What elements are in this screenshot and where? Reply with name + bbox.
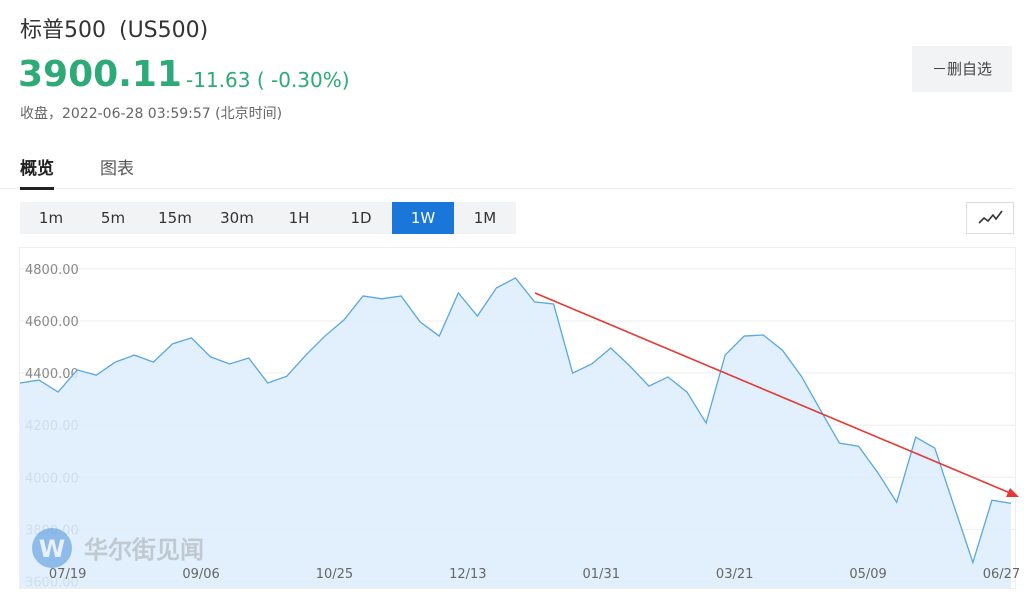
tabs: 概览 图表 [0,150,1014,190]
change-pct: ( -0.30%) [256,68,350,92]
interval-button[interactable]: 1m [20,202,82,234]
chart-frame [19,247,1016,589]
price-line [19,277,1012,565]
interval-bar: 1m 5m 15m 30m 1H 1D 1W 1M [20,202,516,234]
area-fill [20,277,1011,588]
x-tick-label: 12/13 [449,567,486,582]
status: 收盘，2022-06-28 03:59:57 (北京时间) [20,106,283,122]
interval-button[interactable]: 30m [206,202,268,234]
trend-arrow [534,292,1011,494]
title: 标普500 (US500) [20,12,208,44]
interval-button[interactable]: 1W [392,202,454,234]
watermark-logo [32,528,72,568]
y-tick-label: 4400.00 [25,367,79,382]
change: -11.63 ( -0.30%) [186,68,350,92]
x-tick-label: 10/25 [316,567,353,582]
interval-button[interactable]: 5m [82,202,144,234]
x-tick-label: 07/19 [49,567,86,582]
watchlist-button[interactable]: －删自选 [912,46,1012,92]
symbol-code: (US500) [119,18,209,43]
x-tick-label: 06/27 [983,567,1020,582]
chart-style-button[interactable] [966,202,1014,234]
symbol-name: 标普500 [20,18,106,43]
tab[interactable]: 概览 [20,154,54,190]
interval-button[interactable]: 15m [144,202,206,234]
x-tick-label: 01/31 [583,567,620,582]
interval-button[interactable]: 1H [268,202,330,234]
x-tick-label: 09/06 [182,567,219,582]
interval-button[interactable]: 1M [454,202,516,234]
y-tick-label: 4600.00 [25,315,79,330]
watermark-logo-letter: W [39,535,65,563]
x-tick-label: 05/09 [849,567,886,582]
change-value: -11.63 [186,68,251,92]
trend-arrowhead [1006,488,1019,497]
y-tick-label: 4800.00 [25,263,79,278]
watermark: 华尔街见闻 [84,536,204,564]
chart-style-icon [978,210,1003,224]
price: 3900.11 [18,54,182,95]
tab[interactable]: 图表 [100,159,134,179]
x-tick-label: 03/21 [716,567,753,582]
interval-button[interactable]: 1D [330,202,392,234]
